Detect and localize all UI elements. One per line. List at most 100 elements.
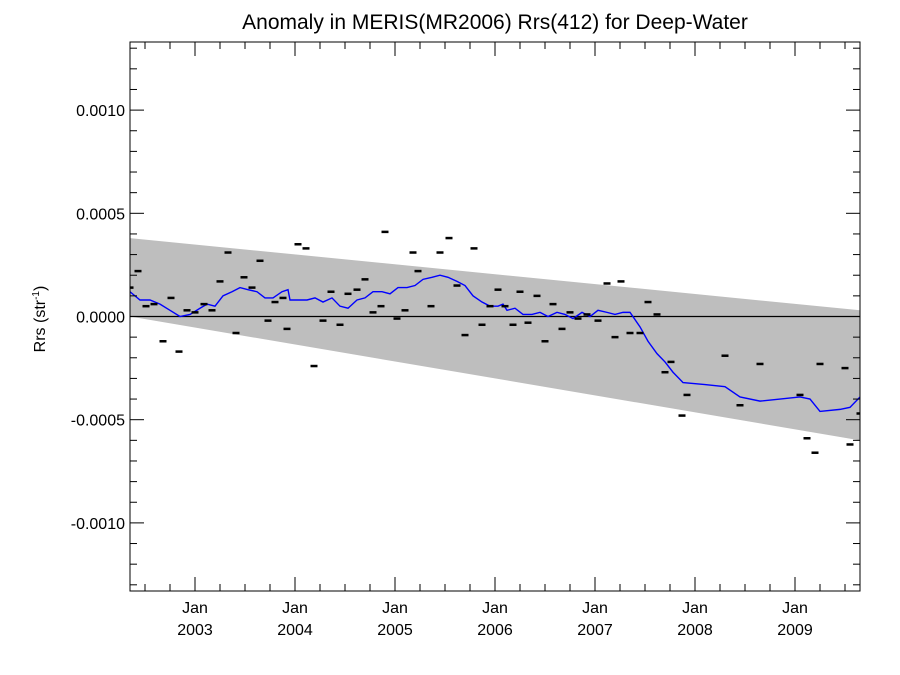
anomaly-point-50 bbox=[533, 294, 541, 298]
anomaly-point-17 bbox=[264, 319, 272, 322]
anomaly-point-58 bbox=[603, 282, 611, 285]
anomaly-point-69 bbox=[721, 354, 729, 357]
anomaly-point-53 bbox=[558, 327, 566, 331]
anomaly-point-9 bbox=[200, 302, 208, 306]
x-tick-label-year: 2004 bbox=[277, 622, 313, 639]
x-tick-label-year: 2003 bbox=[177, 622, 213, 639]
anomaly-markers bbox=[130, 230, 860, 454]
anomaly-point-3 bbox=[150, 302, 158, 306]
anomaly-point-35 bbox=[409, 251, 417, 254]
anomaly-point-15 bbox=[248, 286, 256, 289]
y-tick-label: 0.0005 bbox=[76, 206, 125, 223]
anomaly-point-23 bbox=[310, 364, 318, 368]
anomaly-point-68 bbox=[683, 393, 691, 397]
y-axis-label-main: Rrs (str bbox=[32, 299, 49, 352]
anomaly-point-45 bbox=[494, 288, 502, 291]
anomaly-point-39 bbox=[445, 236, 453, 240]
anomaly-point-19 bbox=[279, 296, 287, 300]
x-tick-label-month: Jan bbox=[482, 600, 508, 617]
x-tick-label-month: Jan bbox=[282, 600, 308, 617]
anomaly-point-18 bbox=[271, 300, 279, 304]
anomaly-point-12 bbox=[224, 251, 232, 254]
y-axis-label-close: ) bbox=[32, 286, 49, 291]
anomaly-point-32 bbox=[381, 230, 389, 234]
anomaly-point-4 bbox=[159, 340, 167, 343]
anomaly-point-59 bbox=[611, 335, 619, 339]
anomaly-point-10 bbox=[208, 309, 216, 312]
anomaly-point-78 bbox=[856, 412, 860, 415]
anomaly-point-55 bbox=[574, 317, 582, 320]
anomaly-point-36 bbox=[414, 269, 422, 273]
anomaly-point-42 bbox=[470, 247, 478, 250]
anomaly-point-44 bbox=[486, 304, 494, 308]
anomaly-point-75 bbox=[816, 362, 824, 366]
anomaly-point-30 bbox=[369, 311, 377, 314]
anomaly-point-70 bbox=[736, 403, 744, 407]
anomaly-point-47 bbox=[509, 323, 517, 327]
anomaly-point-28 bbox=[353, 288, 361, 291]
y-tick-label: 0.0010 bbox=[76, 103, 125, 120]
anomaly-point-52 bbox=[549, 302, 557, 306]
anomaly-point-0 bbox=[130, 286, 134, 289]
anomaly-point-43 bbox=[478, 323, 486, 327]
anomaly-point-49 bbox=[524, 321, 532, 324]
anomaly-point-29 bbox=[361, 278, 369, 281]
anomaly-point-56 bbox=[583, 313, 591, 316]
anomaly-point-8 bbox=[191, 311, 199, 314]
anomaly-point-48 bbox=[516, 290, 524, 293]
anomaly-point-1 bbox=[134, 269, 142, 273]
anomaly-point-14 bbox=[240, 276, 248, 279]
x-tick-label-year: 2007 bbox=[577, 622, 613, 639]
x-tick-label-year: 2008 bbox=[677, 622, 713, 639]
y-tick-label: -0.0005 bbox=[71, 413, 125, 430]
x-tick-label-year: 2005 bbox=[377, 622, 413, 639]
anomaly-point-67 bbox=[678, 414, 686, 417]
x-tick-label-month: Jan bbox=[782, 600, 808, 617]
y-tick-label: 0.0000 bbox=[76, 310, 125, 327]
anomaly-point-33 bbox=[393, 317, 401, 320]
anomaly-point-21 bbox=[294, 243, 302, 246]
x-tick-label-month: Jan bbox=[382, 600, 408, 617]
uncertainty-band bbox=[130, 238, 860, 441]
anomaly-point-73 bbox=[803, 437, 811, 440]
chart-title: Anomaly in MERIS(MR2006) Rrs(412) for De… bbox=[242, 11, 748, 34]
x-tick-label-month: Jan bbox=[682, 600, 708, 617]
y-axis-label-sup: -1 bbox=[31, 291, 42, 300]
anomaly-point-41 bbox=[461, 333, 469, 337]
anomaly-point-63 bbox=[644, 300, 652, 304]
anomaly-point-37 bbox=[427, 304, 435, 308]
anomaly-point-5 bbox=[167, 296, 175, 300]
plot-area bbox=[130, 230, 860, 454]
x-tick-label-month: Jan bbox=[182, 600, 208, 617]
y-axis-label: Rrs (str-1) bbox=[31, 286, 49, 353]
anomaly-point-71 bbox=[756, 362, 764, 366]
anomaly-point-61 bbox=[626, 331, 634, 335]
anomaly-point-57 bbox=[594, 319, 602, 322]
anomaly-point-13 bbox=[232, 331, 240, 335]
anomaly-point-40 bbox=[453, 284, 461, 287]
anomaly-point-60 bbox=[617, 280, 625, 283]
anomaly-point-2 bbox=[142, 304, 150, 308]
anomaly-point-66 bbox=[667, 360, 675, 364]
axes: 0.0010 0.0005 0.0000 -0.0005 -0.0010 Jan 2003 J… bbox=[71, 41, 861, 639]
anomaly-point-24 bbox=[319, 319, 327, 322]
anomaly-point-76 bbox=[841, 366, 849, 370]
anomaly-point-54 bbox=[566, 311, 574, 314]
anomaly-point-16 bbox=[256, 259, 264, 263]
anomaly-point-25 bbox=[327, 290, 335, 293]
anomaly-point-62 bbox=[636, 331, 644, 335]
anomaly-point-65 bbox=[661, 370, 669, 374]
anomaly-point-6 bbox=[175, 350, 183, 353]
anomaly-point-64 bbox=[653, 313, 661, 316]
anomaly-point-77 bbox=[846, 443, 854, 446]
y-tick-label: -0.0010 bbox=[71, 516, 125, 533]
anomaly-point-20 bbox=[283, 327, 291, 331]
anomaly-point-38 bbox=[436, 251, 444, 254]
anomaly-point-22 bbox=[302, 247, 310, 250]
anomaly-point-7 bbox=[183, 309, 191, 312]
anomaly-point-34 bbox=[401, 309, 409, 312]
x-tick-label-year: 2009 bbox=[777, 622, 813, 639]
anomaly-point-51 bbox=[541, 340, 549, 343]
anomaly-point-26 bbox=[336, 323, 344, 327]
